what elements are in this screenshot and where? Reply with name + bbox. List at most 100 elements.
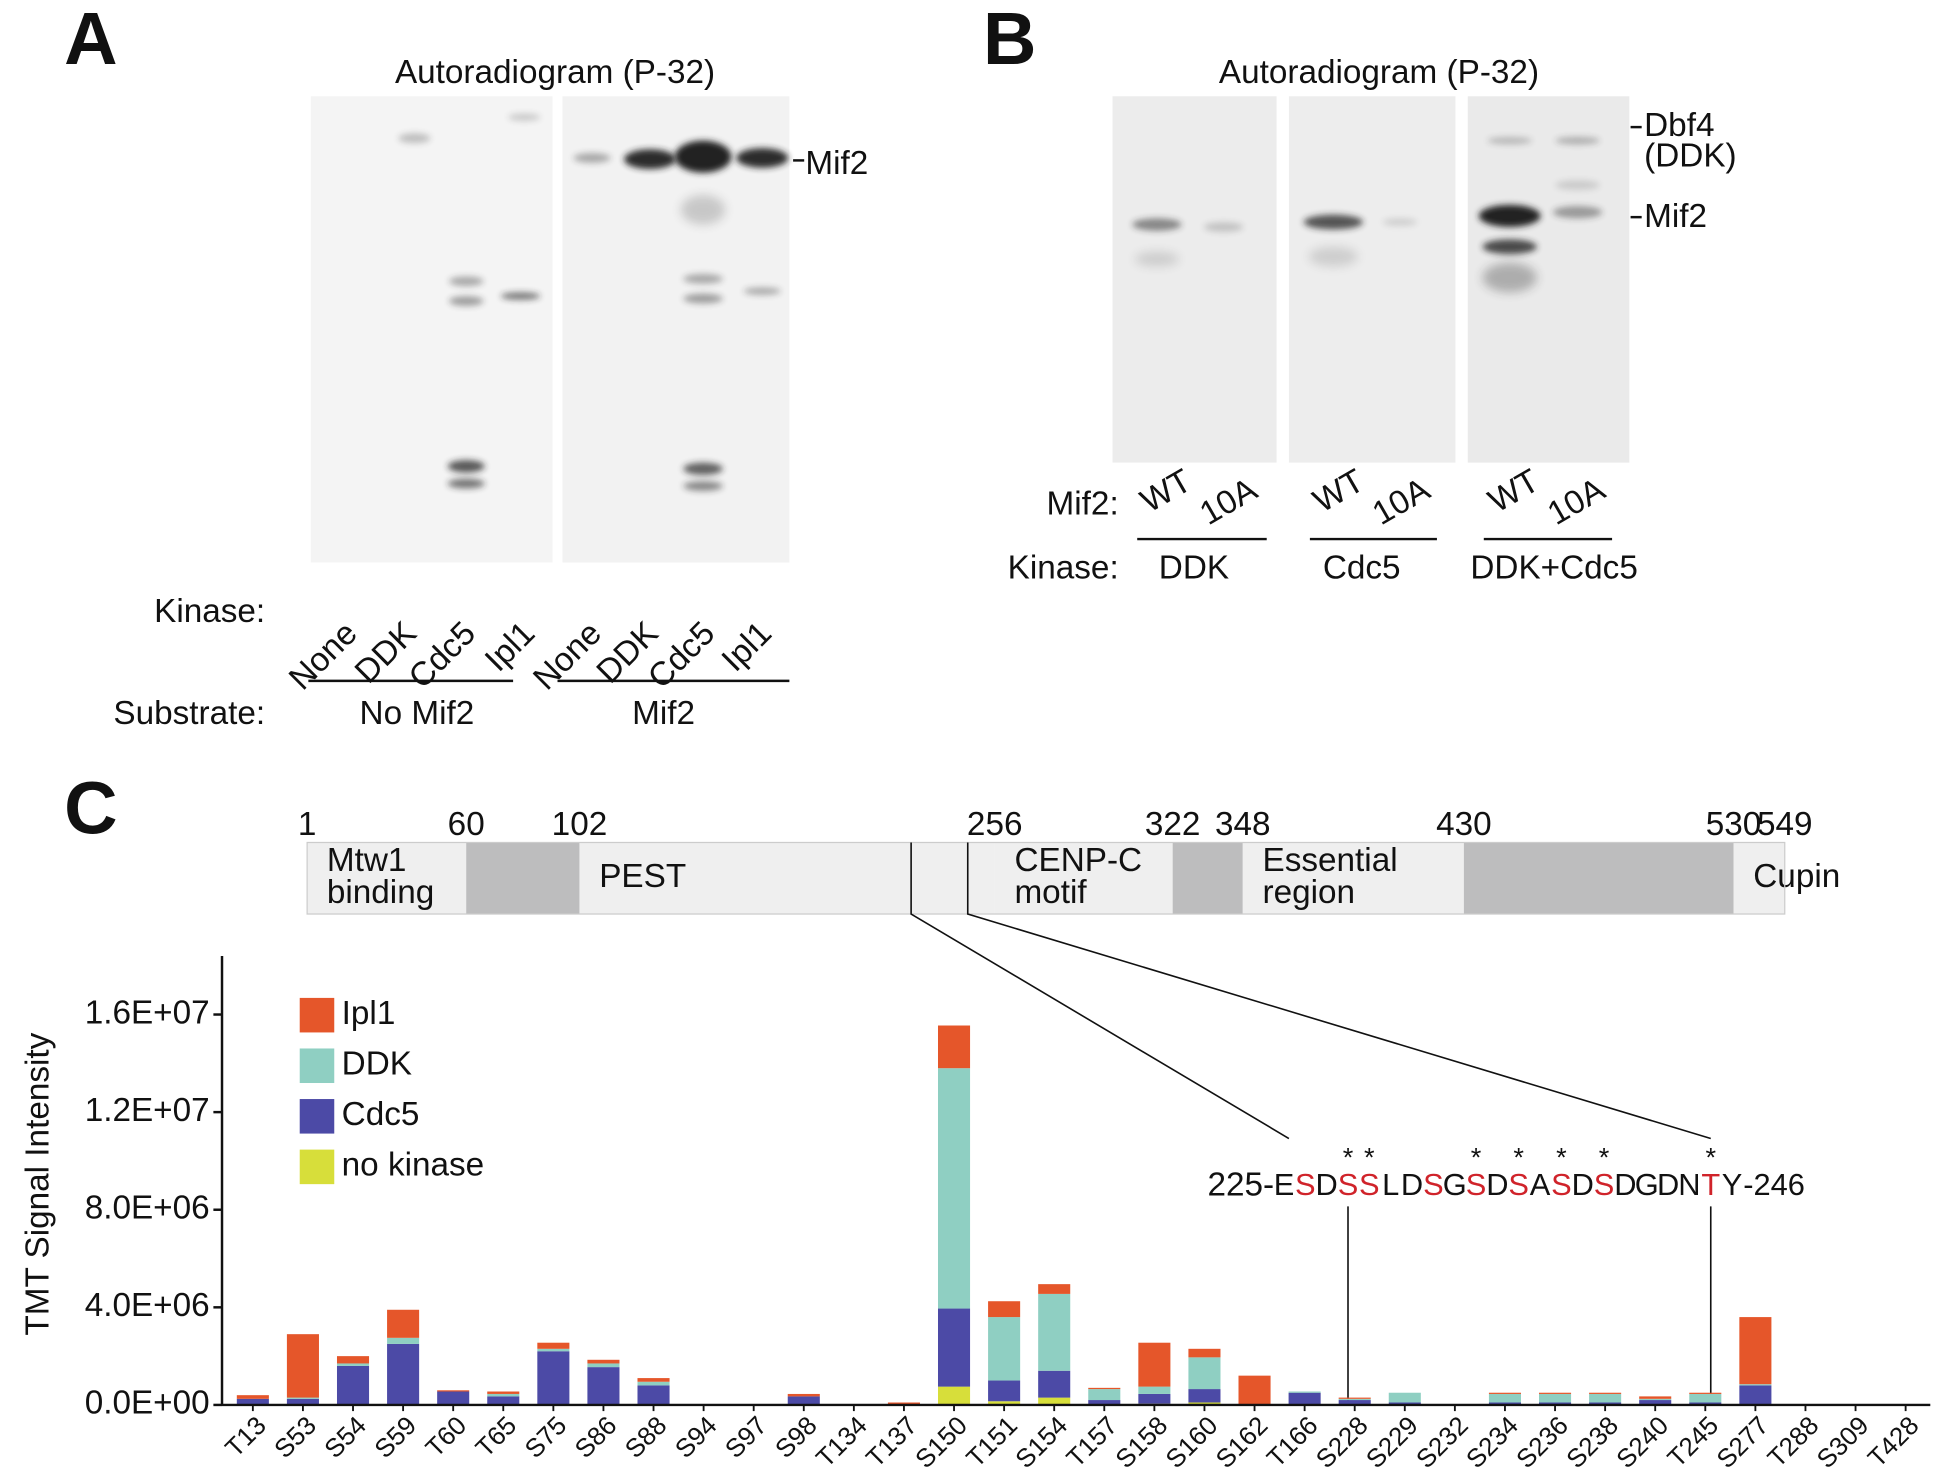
bar-segment xyxy=(587,1367,620,1405)
map-outline xyxy=(306,841,1786,915)
bar-segment xyxy=(1188,1348,1221,1358)
phospho-star: * xyxy=(1343,1142,1354,1173)
lane-label: WT xyxy=(1307,462,1370,520)
residue: S xyxy=(1423,1167,1444,1202)
residue: D xyxy=(1401,1167,1423,1202)
bar-segment xyxy=(1188,1389,1221,1403)
gel-bands xyxy=(1132,136,1603,293)
bar-segment xyxy=(1038,1284,1071,1294)
domain xyxy=(1172,842,1243,915)
bar-segment xyxy=(1338,1398,1371,1401)
bar-segment xyxy=(437,1391,470,1405)
position-label: 348 xyxy=(1215,806,1271,843)
zoom-line xyxy=(910,842,1290,1140)
residue: E xyxy=(1274,1167,1295,1202)
domain xyxy=(994,842,1173,915)
band-label: (DDK) xyxy=(1644,138,1736,175)
bar-segment xyxy=(1739,1384,1772,1386)
bar-segment xyxy=(1088,1400,1121,1405)
bar-segment xyxy=(236,1395,269,1399)
bar-segment xyxy=(937,1025,971,1069)
x-tick-label: T13 xyxy=(220,1411,271,1462)
bar-segment xyxy=(336,1365,370,1405)
domain xyxy=(307,842,467,915)
x-tick-label: S94 xyxy=(670,1411,722,1463)
bar-segment xyxy=(1088,1389,1121,1401)
bar-segment xyxy=(1488,1392,1521,1394)
panel-letter: B xyxy=(983,0,1036,80)
phospho-star: * xyxy=(1705,1142,1716,1173)
band-label: Mif2 xyxy=(1644,198,1707,235)
y-tick-label: 8.0E+06 xyxy=(85,1190,210,1227)
bar-segment xyxy=(336,1363,370,1366)
bar-segment xyxy=(1038,1370,1071,1398)
lane-label: WT xyxy=(1482,462,1545,520)
band-label: Mif2 xyxy=(805,145,868,182)
bar-segment xyxy=(1639,1400,1672,1405)
residue: Y xyxy=(1722,1167,1743,1202)
x-tick-label: S236 xyxy=(1511,1411,1574,1474)
bar-segment xyxy=(537,1351,570,1405)
position-label: 60 xyxy=(448,806,485,843)
x-tick-label: S162 xyxy=(1211,1411,1274,1474)
bar-segment xyxy=(1038,1397,1071,1405)
domain-label: region xyxy=(1263,874,1356,911)
legend-label: no kinase xyxy=(342,1147,485,1184)
x-tick-label: S88 xyxy=(620,1411,672,1463)
bar-segment xyxy=(1288,1392,1321,1405)
x-tick-label: S229 xyxy=(1361,1411,1424,1474)
gel xyxy=(310,96,553,563)
bar-segment xyxy=(587,1363,620,1368)
x-tick-label: T60 xyxy=(421,1411,472,1462)
bar-segment xyxy=(236,1398,269,1405)
bar-segment xyxy=(1088,1387,1121,1390)
bar-segment xyxy=(286,1397,319,1399)
x-tick-label: S59 xyxy=(370,1411,422,1463)
bar-segment xyxy=(937,1308,971,1387)
legend-swatch xyxy=(299,1048,335,1084)
bar-segment xyxy=(286,1398,319,1405)
phospho-star: * xyxy=(1513,1142,1524,1173)
x-tick-label: T137 xyxy=(861,1411,923,1473)
bar-segment xyxy=(988,1301,1021,1318)
domain xyxy=(466,842,580,915)
legend-swatch xyxy=(299,997,335,1033)
residue: G xyxy=(1443,1167,1467,1202)
bar-segment xyxy=(1689,1393,1722,1403)
bar-segment xyxy=(387,1337,420,1344)
legend-label: DDK xyxy=(342,1046,412,1083)
x-tick-label: T157 xyxy=(1062,1411,1124,1473)
lane-label: WT xyxy=(1135,462,1198,520)
bar-segment xyxy=(1138,1342,1171,1387)
y-tick-label: 1.6E+07 xyxy=(85,994,210,1031)
position-label: 322 xyxy=(1145,806,1201,843)
residue: D xyxy=(1614,1167,1636,1202)
lane-label: Cdc5 xyxy=(402,615,483,696)
y-tick-label: 1.2E+07 xyxy=(85,1092,210,1129)
bar-segment xyxy=(487,1396,520,1405)
bar-segment xyxy=(1138,1386,1171,1394)
position-label: 549 xyxy=(1757,806,1813,843)
x-tick-label: S277 xyxy=(1712,1411,1775,1474)
bar-segment xyxy=(537,1342,570,1349)
position-label: 256 xyxy=(967,806,1023,843)
zoom-line xyxy=(966,842,1711,1140)
group-label: Cdc5 xyxy=(1323,550,1401,587)
residue: S xyxy=(1551,1167,1572,1202)
bar-segment xyxy=(1288,1391,1321,1393)
residue: S xyxy=(1359,1167,1380,1202)
panel-letter: A xyxy=(64,0,117,80)
bar-segment xyxy=(937,1386,971,1405)
lane-label: Cdc5 xyxy=(641,615,722,696)
legend-label: Cdc5 xyxy=(342,1096,420,1133)
bar-segment xyxy=(336,1356,370,1364)
bar-segment xyxy=(1388,1392,1421,1403)
x-tick-label: S228 xyxy=(1311,1411,1374,1474)
y-axis-label: TMT Signal Intensity xyxy=(19,1032,56,1335)
x-tick-label: S154 xyxy=(1011,1411,1074,1474)
residue: S xyxy=(1466,1167,1487,1202)
legend-swatch xyxy=(299,1099,335,1134)
group-label: Mif2 xyxy=(632,695,695,732)
bar-segment xyxy=(637,1381,670,1386)
